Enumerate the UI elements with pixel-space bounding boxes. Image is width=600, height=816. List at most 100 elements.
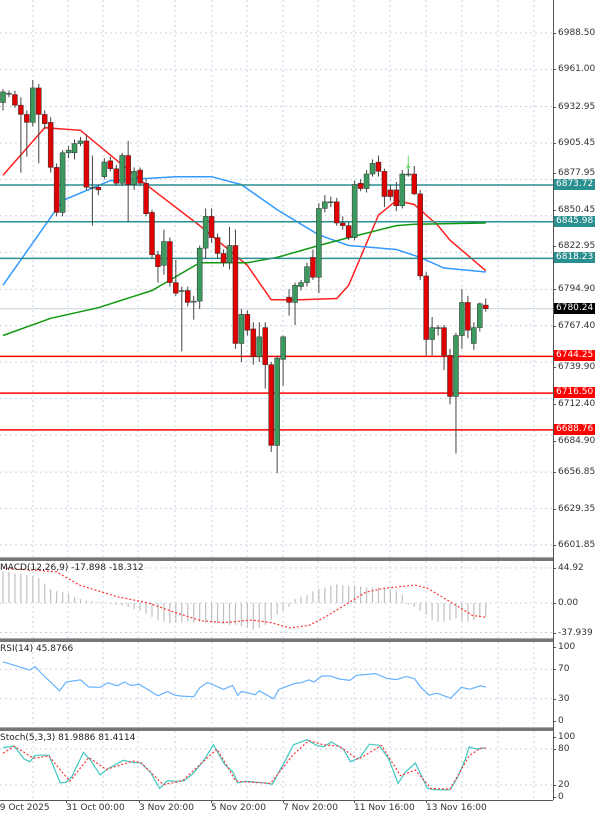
price-chart-svg [0, 0, 553, 557]
y-tick-label: 6877.95 [552, 167, 596, 178]
bullish-candle [89, 186, 96, 189]
bearish-candle [185, 290, 191, 303]
macd-signal-line [2, 567, 486, 629]
moving-average-line [2, 222, 486, 337]
y-tick-label: 6767.40 [552, 320, 596, 331]
bearish-candle [208, 216, 215, 238]
y-tick-label: 6712.40 [552, 399, 596, 410]
price-axis[interactable]: 6873.72 6845.98 6818.23 6744.25 6716.50 6688.… [552, 0, 600, 802]
bearish-candle [268, 364, 274, 446]
rsi-tick-label: 30 [552, 693, 570, 704]
rsi-panel[interactable]: RSI(14) 45.8766 [0, 642, 553, 728]
bullish-candle [238, 314, 245, 344]
bullish-candle [298, 282, 304, 287]
bearish-candle [262, 327, 268, 365]
stoch-panel[interactable]: Stoch(5,3,3) 81.9886 81.4114 [0, 731, 553, 800]
current-price-label: 6780.24 [554, 302, 596, 314]
stoch-tick-label: 100 [552, 732, 576, 742]
bullish-candle [0, 91, 6, 103]
rsi-title: RSI(14) 45.8766 [0, 644, 74, 654]
y-tick-label: 6656.85 [552, 467, 596, 478]
bearish-candle [250, 328, 257, 357]
bearish-candle [47, 122, 54, 168]
y-tick-label: 6961.00 [552, 64, 596, 75]
y-tick-label: 6739.90 [552, 362, 596, 373]
bullish-candle [161, 241, 167, 266]
bearish-candle [447, 355, 453, 397]
bullish-candle [65, 149, 72, 154]
bullish-candle [179, 290, 185, 292]
resistance-level-label: 6818.23 [554, 252, 596, 264]
macd-tick-label: 44.92 [553, 563, 584, 573]
bullish-candle [316, 208, 322, 278]
bearish-candle [173, 282, 179, 294]
stoch-signal-line [2, 739, 486, 790]
bullish-candle [131, 171, 137, 185]
panel-separator[interactable] [0, 638, 553, 642]
bearish-candle [334, 201, 340, 224]
bullish-candle [77, 140, 84, 144]
time-axis[interactable]: 29 Oct 2025 31 Oct 00:00 3 Nov 20:00 5 N… [0, 800, 553, 816]
bearish-candle [393, 189, 400, 207]
macd-tick-label: 0.00 [552, 598, 579, 608]
stoch-svg [0, 731, 553, 800]
y-tick-label: 7016.00 [558, 0, 595, 2]
bearish-candle [232, 245, 239, 344]
bearish-candle [465, 302, 471, 331]
y-tick-label: 6684.90 [552, 435, 596, 446]
bullish-candle [351, 184, 358, 238]
rsi-tick-label: 0 [553, 716, 564, 726]
bullish-candle [328, 201, 334, 204]
bullish-candle [6, 92, 12, 95]
stoch-tick-label: 20 [552, 780, 570, 790]
bearish-candle [41, 114, 48, 124]
x-tick-label: 13 Nov 16:00 [426, 800, 487, 813]
panel-separator[interactable] [0, 727, 553, 731]
x-tick-label: 7 Nov 20:00 [283, 800, 338, 813]
bearish-candle [18, 104, 24, 115]
x-tick-label: 31 Oct 00:00 [66, 800, 125, 813]
bearish-candle [244, 314, 251, 331]
y-tick-label: 6988.50 [552, 28, 596, 38]
price-chart-panel[interactable] [0, 0, 553, 557]
macd-panel[interactable]: MACD(12,26,9) -17.898 -18.312 [0, 561, 553, 639]
bullish-candle [59, 152, 66, 213]
bearish-candle [36, 87, 42, 115]
bearish-candle [381, 171, 388, 197]
x-tick-label: 11 Nov 16:00 [354, 800, 415, 813]
bearish-candle [375, 161, 382, 172]
macd-svg [0, 561, 553, 639]
bullish-candle [280, 336, 286, 360]
bearish-candle [125, 155, 131, 185]
y-tick-label: 6822.95 [552, 241, 596, 252]
bearish-candle [107, 160, 114, 169]
x-tick-label: 3 Nov 20:00 [139, 800, 194, 813]
bearish-candle [53, 167, 60, 213]
bearish-candle [137, 169, 143, 184]
bearish-candle [83, 140, 90, 188]
bearish-candle [24, 114, 30, 123]
support-level-label: 6744.25 [554, 350, 596, 362]
y-tick-label: 6601.85 [552, 539, 596, 550]
arrow-marker-icon [405, 155, 411, 170]
bearish-candle [423, 275, 429, 340]
bullish-candle [71, 143, 78, 154]
y-tick-label: 6850.45 [552, 204, 596, 215]
bearish-candle [357, 183, 364, 189]
support-level-label: 6716.50 [554, 387, 596, 399]
bearish-candle [387, 189, 394, 197]
x-tick-label: 5 Nov 20:00 [211, 800, 266, 813]
bullish-candle [226, 245, 233, 263]
y-tick-label: 6629.35 [552, 503, 596, 514]
stoch-title: Stoch(5,3,3) 81.9886 81.4114 [0, 733, 136, 743]
resistance-level-label: 6873.72 [554, 178, 596, 190]
bullish-candle [196, 247, 203, 302]
bearish-candle [339, 222, 346, 226]
bullish-candle [435, 327, 441, 329]
rsi-svg [0, 642, 553, 728]
y-tick-label: 6794.90 [552, 284, 596, 295]
bearish-candle [95, 186, 102, 191]
bullish-candle [429, 327, 435, 340]
bearish-candle [310, 257, 316, 278]
panel-separator[interactable] [0, 557, 553, 561]
